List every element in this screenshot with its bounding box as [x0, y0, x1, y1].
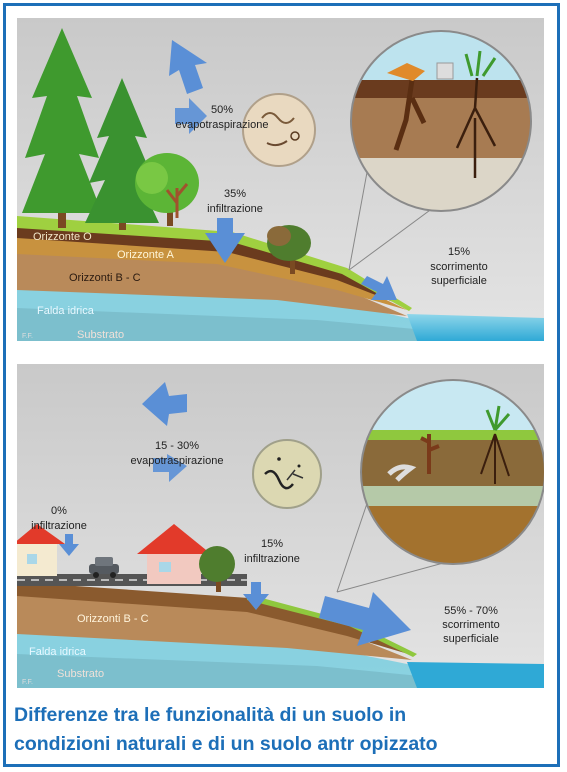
house-left-icon [17, 524, 65, 576]
runoff-arrow-icon [319, 592, 411, 646]
evapotranspiration-label: evapotraspirazione [131, 455, 224, 467]
horizon-a-label: Orizzonte A [117, 249, 175, 261]
road-infiltration-label: infiltrazione [31, 520, 87, 532]
surface-water [407, 662, 544, 688]
evapotranspiration-percent: 15 - 30% [155, 440, 199, 452]
bare-shrub-icon [165, 183, 189, 218]
bush-icon [267, 225, 311, 274]
horizon-o-label: Orizzonte O [33, 231, 92, 243]
road-infiltration-arrow-icon [59, 534, 79, 556]
house-right-icon [137, 524, 211, 584]
horizon-bc-layer [17, 590, 412, 660]
runoff-percent: 15% [448, 246, 470, 258]
infiltration-label: infiltrazione [207, 203, 263, 215]
infiltration-arrow-icon [243, 582, 269, 610]
water-table-label: Falda idrica [37, 305, 95, 317]
infiltration-percent: 15% [261, 538, 283, 550]
infiltration-label: infiltrazione [244, 553, 300, 565]
soil-profile-zoom [360, 379, 544, 565]
runoff-label-line2: superficiale [431, 275, 487, 287]
figure-caption: Differenze tra le funzionalità di un suo… [14, 701, 554, 759]
tree-deciduous-icon [135, 153, 199, 226]
soil-microscope-view [242, 93, 316, 167]
evapotranspiration-arrow-icon [142, 382, 187, 482]
runoff-arrow-icon [361, 276, 397, 300]
surface-water [407, 314, 544, 341]
substrate-label: Substrato [77, 329, 124, 341]
horizon-a-layer [17, 230, 407, 310]
natural-soil-panel: 50% evapotraspirazione 35% infiltrazione… [17, 18, 544, 341]
anthropized-soil-panel: 15 - 30% evapotraspirazione 0% infiltraz… [17, 364, 544, 688]
runoff-percent: 55% - 70% [444, 605, 498, 617]
bush-icon [199, 546, 235, 592]
car-icon [89, 557, 119, 578]
substrate-label: Substrato [57, 668, 104, 680]
horizons-bc-label: Orizzonti B - C [69, 272, 141, 284]
runoff-label-line1: scorrimento [430, 261, 487, 273]
caption-line-2: condizioni naturali e di un suolo antr o… [14, 733, 438, 755]
horizons-bc-label: Orizzonti B - C [77, 613, 149, 625]
soil-microscope-view [252, 439, 322, 509]
evapotranspiration-label: evapotraspirazione [176, 119, 269, 131]
signature: F.F. [22, 679, 33, 686]
runoff-label-line2: superficiale [443, 633, 499, 645]
road-infiltration-percent: 0% [51, 505, 67, 517]
runoff-label-line1: scorrimento [442, 619, 499, 631]
tree-conifer-icon [22, 28, 102, 228]
evapotranspiration-arrow-icon [169, 40, 207, 134]
signature: F.F. [22, 333, 33, 340]
infiltration-arrow-icon [205, 218, 245, 263]
infiltration-percent: 35% [224, 188, 246, 200]
water-table-label: Falda idrica [29, 646, 87, 658]
soil-profile-zoom [350, 30, 532, 212]
evapotranspiration-percent: 50% [211, 104, 233, 116]
caption-line-1: Differenze tra le funzionalità di un suo… [14, 704, 407, 726]
horizon-bc-layer [17, 246, 407, 316]
